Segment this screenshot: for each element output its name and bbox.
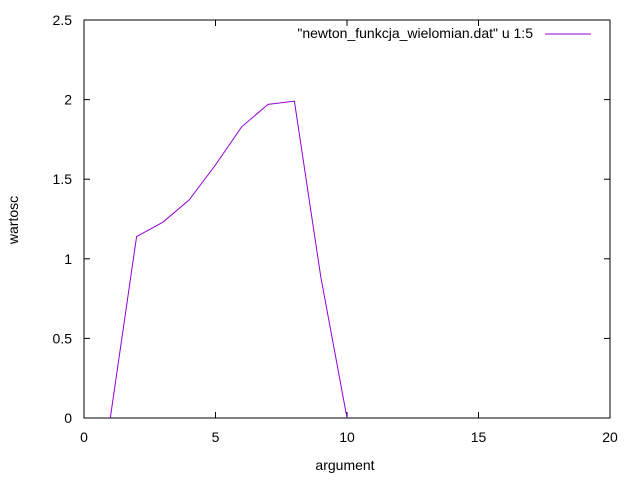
x-tick-label: 0 <box>80 429 88 445</box>
axis-ticks <box>83 19 611 419</box>
legend-label: "newton_funkcja_wielomian.dat" u 1:5 <box>297 25 533 41</box>
x-tick-label: 20 <box>602 429 618 445</box>
plot-frame <box>83 19 611 419</box>
x-tick-label: 5 <box>212 429 220 445</box>
series-layer <box>109 100 348 419</box>
series-line <box>109 100 348 419</box>
x-tick-label: 10 <box>339 429 355 445</box>
y-tick-label: 0.5 <box>53 330 73 346</box>
y-tick-label: 2.5 <box>53 12 73 28</box>
y-tick-label: 1.5 <box>53 171 73 187</box>
y-tick-label: 1 <box>64 251 72 267</box>
axis-tick-labels: 0 5 10 15 20 0 0.5 1 1.5 2 2.5 <box>53 12 618 445</box>
y-axis-label: wartosc <box>5 196 21 245</box>
x-axis-label: argument <box>315 457 374 473</box>
y-tick-label: 2 <box>64 92 72 108</box>
y-tick-label: 0 <box>64 410 72 426</box>
legend: "newton_funkcja_wielomian.dat" u 1:5 <box>297 25 591 41</box>
x-tick-label: 15 <box>471 429 487 445</box>
